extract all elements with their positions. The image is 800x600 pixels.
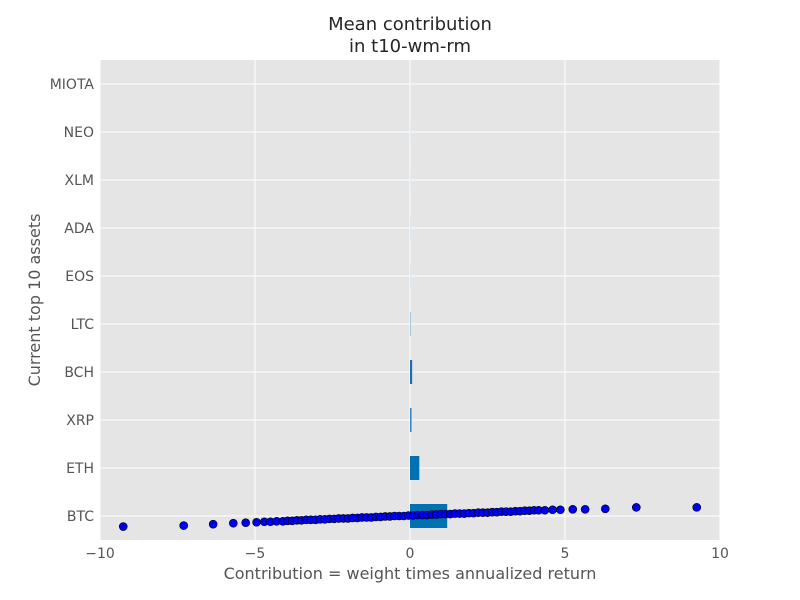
y-tick-label: ADA (64, 221, 94, 237)
scatter-point (252, 517, 261, 527)
y-tick-label: BTC (67, 509, 94, 525)
bar-eos (410, 264, 411, 288)
bar-eth (410, 456, 420, 480)
x-axis-label: Contribution = weight times annualized r… (224, 564, 597, 583)
y-tick-labels: BTC ETH XRP BCH LTC EOS ADA XLM NEO MIOTA (50, 77, 95, 525)
y-tick-label: BCH (64, 365, 94, 381)
x-tick-label: −10 (85, 546, 115, 562)
y-tick-label: NEO (64, 125, 94, 141)
scatter-point (600, 504, 610, 514)
y-tick-label: EOS (65, 269, 94, 285)
scatter-point (208, 519, 218, 529)
y-tick-label: ETH (66, 461, 94, 477)
y-tick-label: LTC (71, 317, 95, 333)
scatter-point (179, 521, 188, 530)
bar-ada (410, 216, 411, 240)
scatter-point (540, 505, 550, 515)
scatter-point (692, 503, 702, 512)
scatter-points (118, 503, 702, 531)
bar-bch (410, 360, 413, 384)
x-tick-labels: −10 −5 0 5 10 (85, 546, 729, 562)
chart-title-line2: in t10-wm-rm (349, 36, 471, 57)
chart-title-line1: Mean contribution (328, 14, 492, 35)
scatter-point (631, 503, 641, 512)
y-tick-label: MIOTA (50, 77, 95, 93)
bar-miota (410, 72, 411, 96)
y-tick-label: XRP (66, 413, 94, 429)
bar-xlm (410, 168, 411, 192)
y-axis-label: Current top 10 assets (25, 214, 44, 387)
scatter-point (548, 505, 557, 515)
x-tick-label: 5 (561, 546, 570, 562)
scatter-point (241, 518, 250, 528)
bar-ltc (410, 312, 411, 336)
scatter-point (556, 505, 565, 515)
scatter-point (229, 518, 238, 528)
scatter-point (580, 504, 590, 514)
scatter-point (118, 522, 128, 531)
bar-neo (410, 120, 411, 144)
bar-xrp (410, 408, 412, 432)
x-tick-label: −5 (245, 546, 266, 562)
x-tick-label: 0 (406, 546, 415, 562)
y-tick-label: XLM (65, 173, 94, 189)
scatter-point (568, 504, 578, 514)
x-tick-label: 10 (711, 546, 729, 562)
